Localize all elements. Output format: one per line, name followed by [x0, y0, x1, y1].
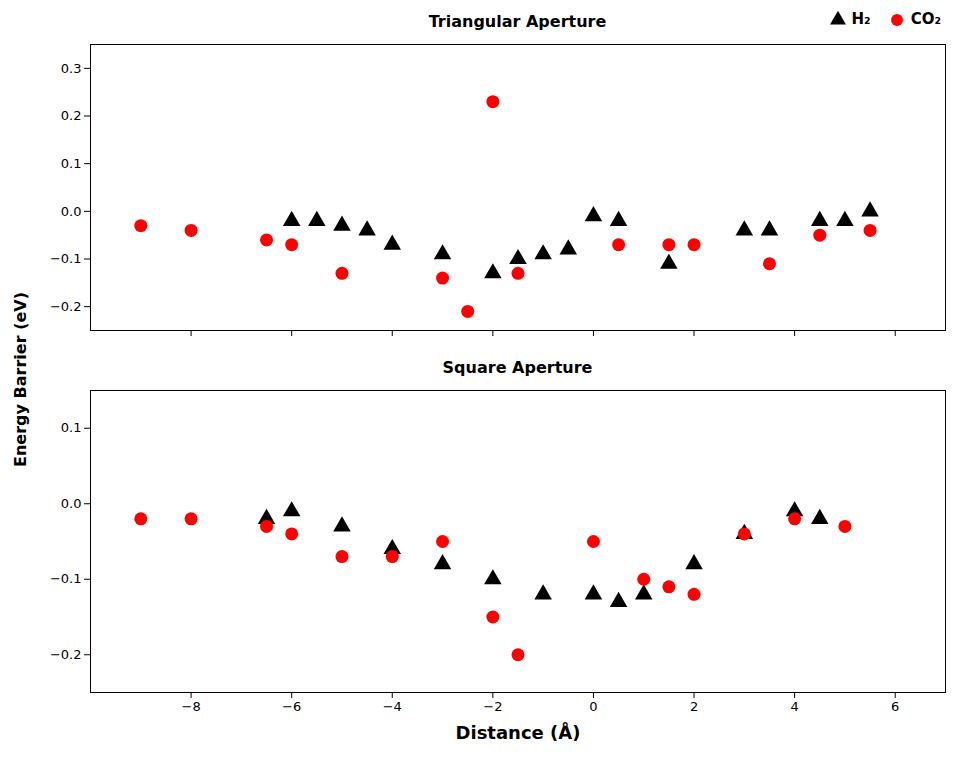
- svg-text:0.0: 0.0: [61, 496, 82, 511]
- svg-text:−6: −6: [282, 699, 301, 714]
- svg-text:0.2: 0.2: [61, 108, 82, 123]
- svg-text:0: 0: [589, 699, 597, 714]
- svg-text:−8: −8: [182, 699, 201, 714]
- html-text:Energy Barrier (eV): Energy Barrier (eV): [10, 291, 30, 467]
- svg-text:Distance (Å): Distance (Å): [456, 721, 581, 743]
- svg-text:−2: −2: [483, 699, 502, 714]
- svg-text:−0.2: −0.2: [50, 647, 82, 662]
- svg-text:2: 2: [690, 699, 698, 714]
- html-text:H₂: H₂: [851, 10, 871, 28]
- svg-text:−0.2: −0.2: [50, 299, 82, 314]
- svg-text:6: 6: [891, 699, 899, 714]
- html-text:CO₂: CO₂: [910, 10, 941, 28]
- svg-text:−0.1: −0.1: [50, 251, 82, 266]
- html-text:Square Aperture: Square Aperture: [442, 358, 593, 377]
- svg-text:0.1: 0.1: [61, 420, 82, 435]
- svg-text:−0.1: −0.1: [50, 571, 82, 586]
- svg-text:0.3: 0.3: [61, 60, 82, 75]
- svg-text:0.0: 0.0: [61, 203, 82, 218]
- svg-text:0.1: 0.1: [61, 156, 82, 171]
- svg-text:4: 4: [790, 699, 798, 714]
- html-text:Triangular Aperture: Triangular Aperture: [428, 12, 607, 31]
- svg-text:−4: −4: [383, 699, 402, 714]
